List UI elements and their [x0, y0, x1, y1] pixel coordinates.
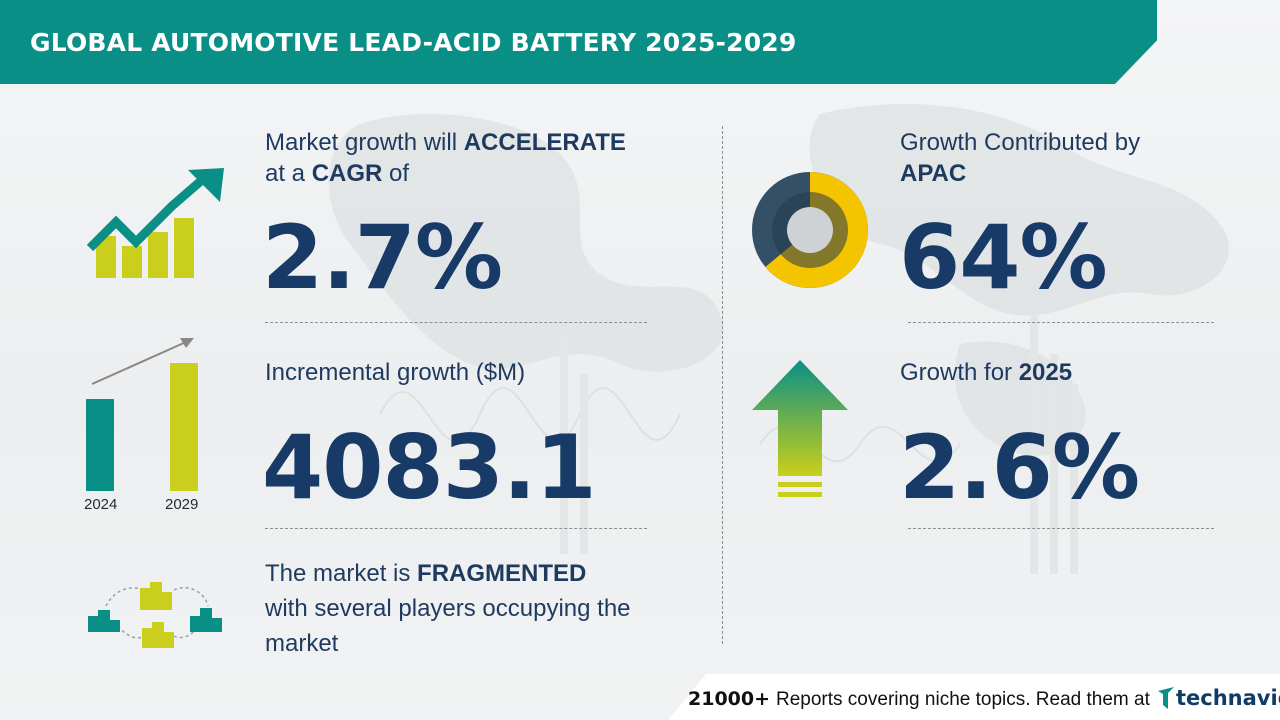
- region-label: Growth Contributed by APAC: [900, 127, 1140, 189]
- donut-center: [787, 207, 833, 253]
- footer-report-count: 21000+: [688, 688, 771, 710]
- growth-chart-icon: [86, 168, 224, 278]
- footer-text: Reports covering niche topics. Read them…: [776, 689, 1150, 710]
- region-label-apac: APAC: [900, 160, 967, 187]
- cagr-label-cagr: CAGR: [311, 160, 383, 187]
- header-banner: [0, 0, 1157, 84]
- divider-right-2: [908, 528, 1214, 529]
- yoy-label-year: 2025: [1018, 359, 1073, 386]
- cagr-label-accelerate: ACCELERATE: [463, 129, 626, 156]
- bar-comparison-icon: [86, 338, 198, 491]
- year-end-label: 2029: [165, 496, 199, 513]
- cagr-value: 2.7%: [262, 206, 503, 309]
- fragmented-label: The market is FRAGMENTED with several pl…: [265, 556, 631, 661]
- yoy-value: 2.6%: [899, 416, 1140, 519]
- incremental-value: 4083.1: [262, 416, 597, 519]
- technavio-logo[interactable]: technavio: [1158, 684, 1280, 712]
- year-start-label: 2024: [84, 496, 118, 513]
- yoy-label: Growth for 2025: [900, 357, 1072, 388]
- footer-bar: [668, 674, 1280, 720]
- fragmented-prefix: The market is: [265, 560, 418, 587]
- divider-left-1: [265, 322, 647, 323]
- buildings-network-icon: [88, 582, 222, 648]
- divider-right-1: [908, 322, 1214, 323]
- cagr-label-suffix: of: [382, 160, 410, 187]
- divider-left-2: [265, 528, 647, 529]
- region-value: 64%: [899, 206, 1108, 309]
- donut-chart-icon: [752, 172, 868, 288]
- fragmented-bold: FRAGMENTED: [417, 560, 587, 587]
- region-label-line1: Growth Contributed by: [900, 129, 1141, 156]
- fragmented-line2: with several players occupying the: [265, 595, 631, 622]
- up-arrow-icon: [752, 360, 848, 497]
- incremental-label: Incremental growth ($M): [265, 359, 526, 386]
- cagr-label-line2-prefix: at a: [265, 160, 312, 187]
- column-divider: [722, 126, 723, 644]
- fragmented-line3: market: [265, 630, 339, 657]
- yoy-label-prefix: Growth for: [900, 359, 1019, 386]
- technavio-logo-icon: [1158, 687, 1174, 709]
- technavio-logo-text: technavio: [1176, 686, 1280, 710]
- cagr-label: Market growth will ACCELERATE at a CAGR …: [265, 127, 626, 189]
- cagr-label-prefix: Market growth will: [265, 129, 464, 156]
- page-title: GLOBAL AUTOMOTIVE LEAD-ACID BATTERY 2025…: [30, 28, 797, 57]
